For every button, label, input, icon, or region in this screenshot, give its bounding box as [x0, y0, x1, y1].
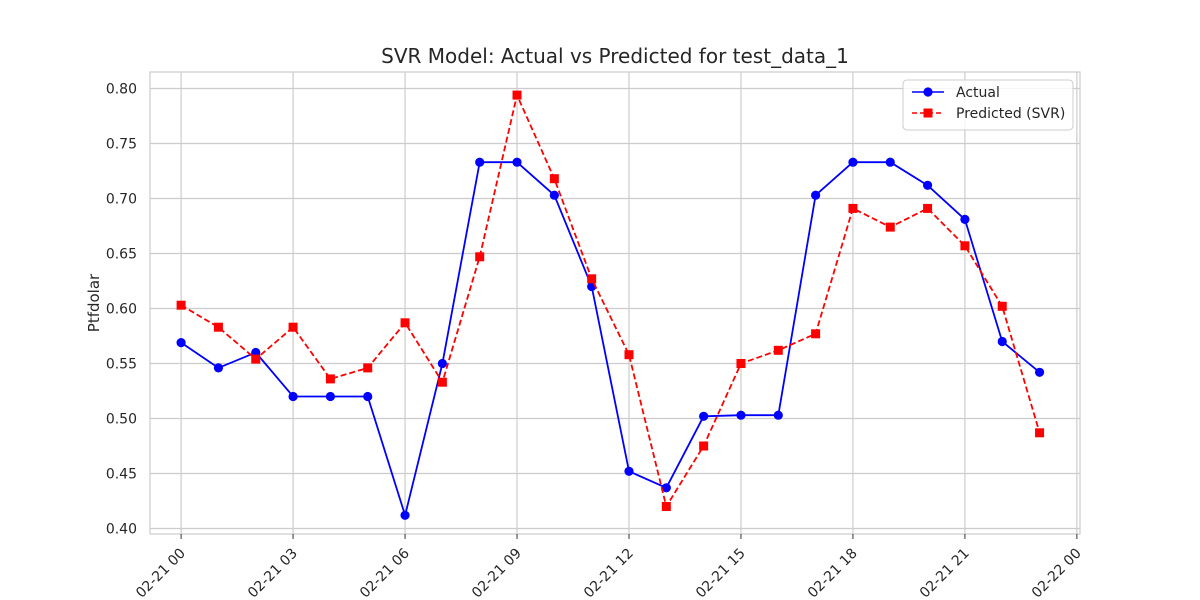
data-point	[848, 203, 858, 213]
data-point	[773, 345, 783, 355]
data-point	[811, 329, 821, 339]
data-point	[624, 350, 634, 360]
data-point	[960, 241, 970, 251]
data-point	[512, 157, 522, 167]
x-tick-label: 02-21 06	[357, 545, 413, 600]
x-tick-label: 02-21 18	[805, 546, 861, 600]
data-point	[512, 90, 522, 100]
data-point	[1035, 428, 1045, 438]
data-point	[475, 157, 485, 167]
data-point	[811, 190, 821, 200]
data-point	[437, 358, 447, 369]
x-tick-label: 02-21 21	[917, 546, 973, 600]
legend-label-predicted: Predicted (SVR)	[956, 106, 1065, 122]
y-axis: 0.40 0.45 0.50 0.55 0.60 0.65 0.70 0.75 0.80	[106, 82, 137, 538]
y-tick-label: 0.55	[106, 357, 137, 373]
grid-lines	[150, 72, 1080, 534]
data-point	[549, 174, 559, 184]
data-point	[288, 322, 298, 332]
data-point	[661, 502, 671, 511]
data-point	[960, 214, 970, 224]
data-point	[699, 411, 709, 421]
series-layer	[176, 90, 1045, 520]
data-point	[885, 222, 895, 232]
y-tick-label: 0.50	[106, 412, 137, 428]
data-point	[773, 410, 783, 420]
data-point	[176, 338, 186, 348]
series-actual	[176, 157, 1045, 520]
data-point	[363, 363, 373, 373]
data-point	[176, 300, 186, 310]
data-point	[549, 190, 559, 200]
x-tick-label: 02-21 15	[693, 546, 749, 600]
data-point	[325, 391, 336, 402]
data-point	[400, 510, 410, 520]
x-tick-label: 02-21 03	[245, 546, 301, 600]
y-axis-label: Ptfdolar	[85, 273, 103, 332]
data-point	[251, 354, 261, 364]
y-tick-label: 0.40	[106, 522, 137, 538]
x-tick-label: 02-21 12	[581, 546, 637, 600]
data-point	[325, 374, 335, 384]
legend-label-actual: Actual	[956, 85, 1000, 101]
x-tick-label: 02-22 00	[1029, 546, 1085, 600]
plot-area-frame	[149, 71, 1081, 535]
data-point	[213, 322, 223, 332]
data-point	[624, 466, 634, 476]
data-point	[923, 203, 933, 213]
data-point	[213, 363, 224, 373]
data-point	[437, 377, 447, 387]
legend: Actual Predicted (SVR)	[902, 79, 1074, 131]
data-point	[922, 180, 933, 190]
data-point	[848, 157, 858, 167]
x-tick-label: 02-21 00	[133, 546, 189, 600]
data-point	[587, 274, 597, 284]
legend-marker-predicted	[923, 108, 933, 118]
data-point	[885, 157, 895, 167]
y-tick-label: 0.60	[106, 302, 137, 318]
data-point	[699, 441, 709, 451]
y-tick-label: 0.45	[106, 467, 137, 483]
data-point	[363, 391, 373, 402]
data-point	[997, 336, 1007, 347]
y-tick-label: 0.65	[106, 247, 137, 263]
data-point	[661, 483, 671, 493]
series-predicted	[176, 90, 1045, 511]
y-tick-label: 0.80	[106, 82, 137, 98]
data-point	[400, 318, 410, 328]
legend-marker-actual	[923, 87, 933, 97]
series-line	[180, 161, 1041, 519]
data-point	[288, 391, 298, 402]
x-tick-label: 02-21 09	[469, 546, 525, 600]
data-point	[1034, 367, 1045, 377]
data-point	[736, 410, 746, 420]
series-line	[180, 92, 1041, 509]
y-tick-label: 0.75	[106, 137, 137, 153]
x-axis: 02-21 00 02-21 03 02-21 06 02-21 09 02-21 12…	[133, 534, 1085, 600]
data-point	[997, 301, 1007, 311]
data-point	[475, 252, 485, 262]
chart-title: SVR Model: Actual vs Predicted for test_…	[381, 44, 849, 68]
data-point	[736, 359, 746, 368]
y-tick-label: 0.70	[106, 192, 137, 208]
legend-box	[902, 79, 1074, 131]
